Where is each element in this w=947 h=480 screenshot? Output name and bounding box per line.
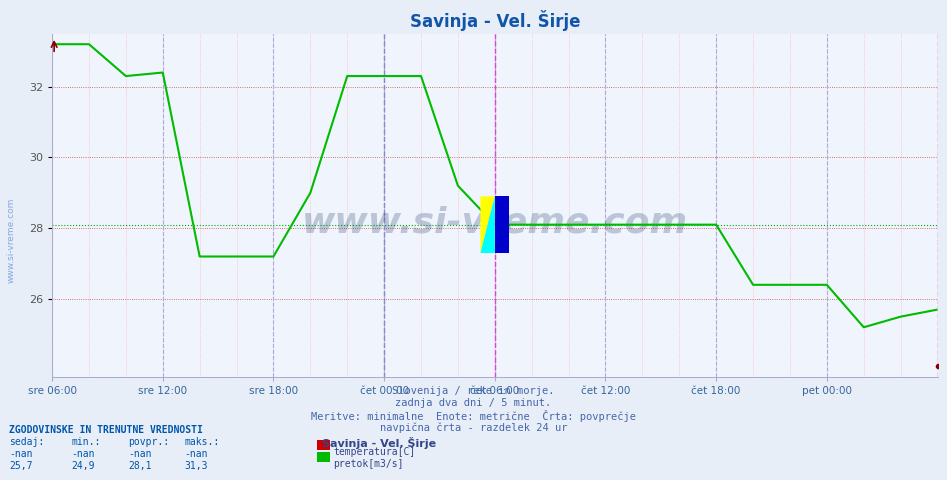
Text: pretok[m3/s]: pretok[m3/s]	[333, 459, 403, 469]
Text: min.:: min.:	[71, 437, 100, 447]
Text: 24,9: 24,9	[71, 461, 95, 471]
Text: -nan: -nan	[9, 449, 33, 459]
Text: -nan: -nan	[128, 449, 152, 459]
Text: 25,7: 25,7	[9, 461, 33, 471]
Text: ZGODOVINSKE IN TRENUTNE VREDNOSTI: ZGODOVINSKE IN TRENUTNE VREDNOSTI	[9, 425, 204, 435]
Text: Slovenija / reke in morje.: Slovenija / reke in morje.	[392, 386, 555, 396]
Polygon shape	[480, 196, 495, 253]
Text: navpična črta - razdelek 24 ur: navpična črta - razdelek 24 ur	[380, 422, 567, 433]
Text: temperatura[C]: temperatura[C]	[333, 447, 416, 457]
Bar	[495, 196, 509, 253]
Text: www.si-vreme.com: www.si-vreme.com	[302, 205, 688, 240]
Text: sedaj:: sedaj:	[9, 437, 45, 447]
Polygon shape	[480, 196, 495, 253]
Text: 28,1: 28,1	[128, 461, 152, 471]
Text: 31,3: 31,3	[185, 461, 208, 471]
Text: zadnja dva dni / 5 minut.: zadnja dva dni / 5 minut.	[396, 398, 551, 408]
Title: Savinja - Vel. Širje: Savinja - Vel. Širje	[409, 10, 581, 31]
Text: povpr.:: povpr.:	[128, 437, 169, 447]
Text: www.si-vreme.com: www.si-vreme.com	[7, 197, 16, 283]
Text: -nan: -nan	[71, 449, 95, 459]
Text: -nan: -nan	[185, 449, 208, 459]
Text: maks.:: maks.:	[185, 437, 220, 447]
Text: Meritve: minimalne  Enote: metrične  Črta: povprečje: Meritve: minimalne Enote: metrične Črta:…	[311, 410, 636, 422]
Text: Savinja - Vel. Širje: Savinja - Vel. Širje	[322, 437, 437, 449]
